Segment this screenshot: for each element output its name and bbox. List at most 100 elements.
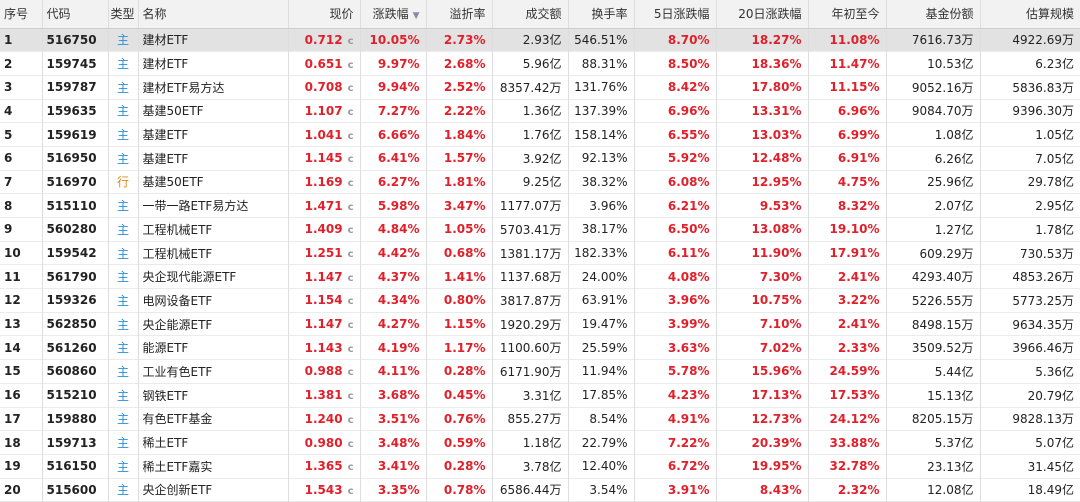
- cell-turnrate: 12.40%: [568, 454, 635, 479]
- type-tag: 主: [116, 412, 129, 427]
- table-row[interactable]: 15 560860 主工业有色ETF 0.988 c 4.11% 0.28% 6171.90万…: [0, 359, 1080, 384]
- cell-scale: 9396.30万: [1012, 104, 1074, 119]
- cell-turnover: 1.36亿: [492, 99, 569, 123]
- cell-chg: 4.27%: [360, 312, 427, 336]
- table-row[interactable]: 19 516150 主稀土ETF嘉实 1.365 c 3.41% 0.28% 3.78亿 12.…: [0, 454, 1080, 479]
- table-row[interactable]: 3 159787 主建材ETF易方达 0.708 c 9.94% 2.52% 8357.42万…: [0, 75, 1080, 100]
- cell-turnrate: 546.51%: [568, 28, 635, 52]
- table-row[interactable]: 16 515210 主钢铁ETF 1.381 c 3.68% 0.45% 3.31亿 17.85…: [0, 383, 1080, 407]
- type-tag: 主: [116, 317, 129, 332]
- col-header-chg5[interactable]: 5日涨跌幅: [634, 0, 717, 29]
- table-row[interactable]: 17 159880 主有色ETF基金 1.240 c 3.51% 0.76% 855.27万 8…: [0, 407, 1080, 431]
- cell-turnrate: 3.54%: [568, 478, 635, 502]
- col-header-turnrate[interactable]: 换手率: [568, 0, 635, 29]
- cell-chg5: 8.70%: [634, 28, 717, 52]
- cell-price: 0.651 c: [288, 51, 361, 76]
- cell-turnrate: 17.85%: [568, 383, 635, 407]
- cell-code: 159542: [42, 241, 109, 265]
- cell-turnover: 1920.29万: [492, 312, 569, 336]
- price-value: 0.712: [304, 32, 343, 47]
- type-tag: 主: [116, 270, 129, 285]
- table-row[interactable]: 20 515600 主央企创新ETF 1.543 c 3.35% 0.78% 6586.44万…: [0, 478, 1080, 502]
- table-row[interactable]: 4 159635 主基建50ETF 1.107 c 7.27% 2.22% 1.36亿 137.…: [0, 99, 1080, 123]
- cell-premium: 1.17%: [426, 335, 493, 360]
- cell-idx: 18: [0, 430, 43, 455]
- cell-scale: 730.53万: [1020, 246, 1074, 261]
- cell-scale: 9634.35万: [1012, 317, 1074, 332]
- table-row[interactable]: 6 516950 主基建ETF 1.145 c 6.41% 1.57% 3.92亿 92.13%…: [0, 146, 1080, 171]
- col-header-type[interactable]: 类型: [108, 0, 139, 29]
- type-tag: 主: [116, 199, 129, 214]
- cell-type: 主: [108, 407, 139, 431]
- cell-shares: 9052.16万: [886, 75, 981, 100]
- col-header-idx[interactable]: 序号: [0, 0, 43, 29]
- table-row[interactable]: 11 561790 主央企现代能源ETF 1.147 c 4.37% 1.41% 1137.6…: [0, 264, 1080, 289]
- cell-price: 1.471 c: [288, 193, 361, 218]
- price-suffix: c: [347, 438, 354, 450]
- table-row[interactable]: 14 561260 主能源ETF 1.143 c 4.19% 1.17% 1100.60万 25…: [0, 335, 1080, 360]
- cell-ytd: 8.32%: [808, 193, 887, 218]
- type-tag: 主: [116, 341, 129, 356]
- table-row[interactable]: 18 159713 主稀土ETF 0.980 c 3.48% 0.59% 1.18亿 22.79…: [0, 430, 1080, 455]
- col-header-ytd[interactable]: 年初至今: [808, 0, 887, 29]
- cell-name: 稀土ETF嘉实: [138, 454, 289, 479]
- cell-chg5: 3.96%: [634, 288, 717, 313]
- cell-chg20: 9.53%: [716, 193, 809, 218]
- cell-turnrate: 38.32%: [568, 170, 635, 194]
- table-row[interactable]: 9 560280 主工程机械ETF 1.409 c 4.84% 1.05% 5703.41万 3…: [0, 217, 1080, 242]
- cell-turnover: 6171.90万: [492, 359, 569, 384]
- col-header-name[interactable]: 名称: [138, 0, 289, 29]
- cell-turnrate: 137.39%: [568, 99, 635, 123]
- table-row[interactable]: 7 516970 行基建50ETF 1.169 c 6.27% 1.81% 9.25亿 38.3…: [0, 170, 1080, 194]
- cell-code: 516750: [42, 28, 109, 52]
- table-row[interactable]: 12 159326 主电网设备ETF 1.154 c 4.34% 0.80% 3817.87万…: [0, 288, 1080, 313]
- col-header-scale[interactable]: 估算规模: [980, 0, 1080, 29]
- sort-desc-icon[interactable]: ▼: [412, 11, 420, 22]
- col-header-chg20[interactable]: 20日涨跌幅: [716, 0, 809, 29]
- col-header-premium[interactable]: 溢折率: [426, 0, 493, 29]
- col-header-shares[interactable]: 基金份额: [886, 0, 981, 29]
- cell-turnrate: 25.59%: [568, 335, 635, 360]
- price-value: 1.240: [304, 411, 343, 426]
- price-suffix: c: [347, 296, 354, 308]
- cell-chg20: 17.80%: [716, 75, 809, 100]
- cell-shares: 6.26亿: [886, 146, 981, 171]
- price-value: 1.365: [304, 459, 343, 474]
- cell-turnrate: 38.17%: [568, 217, 635, 242]
- col-header-chg-label: 涨跌幅: [372, 7, 409, 22]
- col-header-turnover[interactable]: 成交额: [492, 0, 569, 29]
- cell-chg5: 5.92%: [634, 146, 717, 171]
- cell-code: 561790: [42, 264, 109, 289]
- table-row[interactable]: 5 159619 主基建ETF 1.041 c 6.66% 1.84% 1.76亿 158.14…: [0, 122, 1080, 147]
- table-row[interactable]: 10 159542 主工程机械ETF 1.251 c 4.42% 0.68% 1381.17万…: [0, 241, 1080, 265]
- cell-price: 1.143 c: [288, 335, 361, 360]
- table-row[interactable]: 8 515110 主一带一路ETF易方达 1.471 c 5.98% 3.47% 1177.0…: [0, 193, 1080, 218]
- type-tag: 主: [116, 222, 129, 237]
- cell-scale: 1.05亿: [1035, 128, 1074, 143]
- cell-name: 央企能源ETF: [138, 312, 289, 336]
- col-header-price[interactable]: 现价: [288, 0, 361, 29]
- cell-code: 159745: [42, 51, 109, 76]
- cell-name: 能源ETF: [138, 335, 289, 360]
- table-row[interactable]: 13 562850 主央企能源ETF 1.147 c 4.27% 1.15% 1920.29万…: [0, 312, 1080, 336]
- table-row[interactable]: 2 159745 主建材ETF 0.651 c 9.97% 2.68% 5.96亿 88.31%…: [0, 51, 1080, 76]
- cell-shares: 7616.73万: [886, 28, 981, 52]
- cell-chg5: 3.91%: [634, 478, 717, 502]
- cell-price: 1.107 c: [288, 99, 361, 123]
- col-header-chg[interactable]: 涨跌幅 ▼: [360, 0, 427, 29]
- cell-premium: 2.52%: [426, 75, 493, 100]
- cell-premium: 0.45%: [426, 383, 493, 407]
- cell-ytd: 2.41%: [808, 312, 887, 336]
- price-suffix: c: [347, 130, 354, 142]
- table-row[interactable]: 1 516750 主建材ETF 0.712 c 10.05% 2.73% 2.93亿 546.5…: [0, 28, 1080, 52]
- cell-chg: 4.11%: [360, 359, 427, 384]
- cell-chg20: 7.30%: [716, 264, 809, 289]
- cell-chg: 7.27%: [360, 99, 427, 123]
- cell-type: 主: [108, 264, 139, 289]
- cell-premium: 1.41%: [426, 264, 493, 289]
- col-header-code[interactable]: 代码: [42, 0, 109, 29]
- cell-turnover: 1.18亿: [492, 430, 569, 455]
- cell-type: 主: [108, 478, 139, 502]
- cell-chg20: 12.95%: [716, 170, 809, 194]
